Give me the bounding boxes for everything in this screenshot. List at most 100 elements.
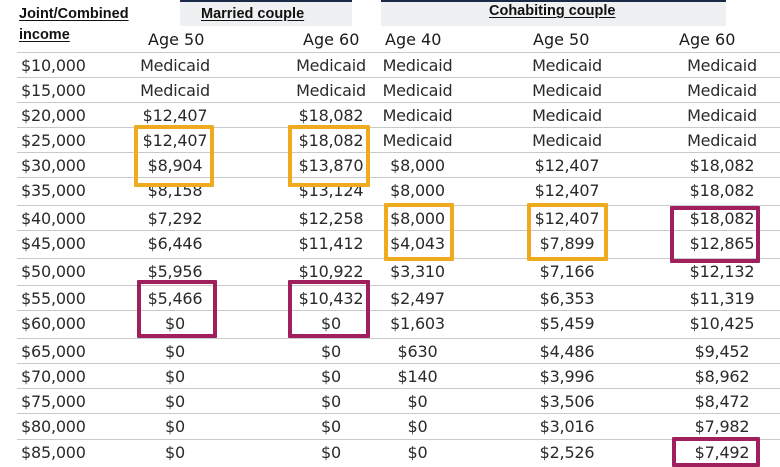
table-row: $15,000 Medicaid Medicaid Medicaid Medic… xyxy=(17,77,780,103)
cohabiting-age-60-cell: $18,082 xyxy=(689,209,755,228)
table-row: $35,000 $8,158 $13,124 $8,000 $12,407 $1… xyxy=(17,177,780,203)
income-cell: $85,000 xyxy=(21,443,86,462)
table-row: $55,000 $5,466 $10,432 $2,497 $6,353 $11… xyxy=(17,285,780,311)
married-age-50-cell: $5,956 xyxy=(147,262,203,281)
cohabiting-age-40-cell: $3,310 xyxy=(390,262,445,281)
cohabiting-age-50-cell: Medicaid xyxy=(532,81,602,100)
cohabiting-age-40-cell: Medicaid xyxy=(382,131,453,150)
married-age-60-cell: $18,082 xyxy=(298,106,364,125)
married-age-60-cell: $11,412 xyxy=(298,234,364,253)
table-row: $85,000 $0 $0 $0 $2,526 $7,492 xyxy=(17,439,780,462)
income-cell: $15,000 xyxy=(21,81,86,100)
cohabiting-age-40-cell: $2,497 xyxy=(390,289,445,308)
table-row: $65,000 $0 $0 $630 $4,486 $9,452 xyxy=(17,338,780,364)
cohabiting-age-40-cell: $0 xyxy=(407,392,428,411)
married-age-50-cell: $0 xyxy=(165,443,185,462)
income-cell: $40,000 xyxy=(21,209,86,228)
income-cell: $80,000 xyxy=(21,417,86,436)
cohabiting-age-60-cell: $8,962 xyxy=(694,367,750,386)
table-row: $70,000 $0 $0 $140 $3,996 $8,962 xyxy=(17,363,780,389)
married-age-60-cell: Medicaid xyxy=(296,56,366,75)
table-row: $10,000 Medicaid Medicaid Medicaid Medic… xyxy=(17,52,780,78)
cohabiting-age-50-cell: Medicaid xyxy=(532,106,602,125)
cohabiting-age-50-cell: $12,407 xyxy=(534,156,600,175)
table-row: $50,000 $5,956 $10,922 $3,310 $7,166 $12… xyxy=(17,258,780,284)
cohabiting-age-50-cell: $3,016 xyxy=(539,417,595,436)
cohabiting-age-40-cell: $4,043 xyxy=(390,234,445,253)
cohabiting-age-40-cell: $140 xyxy=(397,367,438,386)
married-header-rule xyxy=(180,0,352,2)
cohabiting-age-50-cell: $3,506 xyxy=(539,392,595,411)
married-couple-header: Married couple xyxy=(201,6,305,22)
cohabiting-age-40-cell: $8,000 xyxy=(390,156,445,175)
cohabiting-couple-header: Cohabiting couple xyxy=(489,3,616,19)
cohabiting-age-40-cell: $0 xyxy=(407,417,428,436)
highlight-box-purple xyxy=(288,280,370,338)
income-cell: $30,000 xyxy=(21,156,86,175)
income-cell: $10,000 xyxy=(21,56,86,75)
married-header-bar xyxy=(180,0,352,26)
cohabiting-age-40-cell: Medicaid xyxy=(382,106,453,125)
married-age-50-cell: Medicaid xyxy=(140,56,210,75)
married-age-50-cell: $0 xyxy=(165,314,185,333)
cohabiting-age-60-cell: Medicaid xyxy=(687,131,757,150)
cohabiting-age-60-cell: $12,865 xyxy=(689,234,755,253)
income-cell: $20,000 xyxy=(21,106,86,125)
married-age-50-cell: $0 xyxy=(165,392,185,411)
table-row: $45,000 $6,446 $11,412 $4,043 $7,899 $12… xyxy=(17,230,780,256)
married-age-60-cell: $13,870 xyxy=(298,156,364,175)
cohabiting-header-rule xyxy=(381,0,726,2)
cohabiting-age-50-cell: $12,407 xyxy=(534,181,600,200)
cohabiting-age-60-header: Age 60 xyxy=(679,30,736,49)
married-age-50-header: Age 50 xyxy=(148,30,205,49)
cohabiting-age-60-cell: $18,082 xyxy=(689,156,755,175)
cohabiting-header-bar xyxy=(381,0,726,26)
income-cell: $45,000 xyxy=(21,234,86,253)
cohabiting-age-40-cell: $1,603 xyxy=(390,314,445,333)
married-age-60-cell: $0 xyxy=(321,367,341,386)
income-cell: $70,000 xyxy=(21,367,86,386)
cohabiting-age-50-header: Age 50 xyxy=(533,30,590,49)
income-cell: $25,000 xyxy=(21,131,86,150)
cohabiting-age-50-cell: $7,899 xyxy=(539,234,595,253)
cohabiting-age-40-cell: $8,000 xyxy=(390,209,445,228)
married-age-50-cell: Medicaid xyxy=(140,81,210,100)
cohabiting-age-40-header: Age 40 xyxy=(385,30,442,49)
married-age-60-cell: $10,432 xyxy=(298,289,364,308)
married-age-60-cell: $0 xyxy=(321,314,341,333)
income-column-header-line1: Joint/Combined xyxy=(19,6,129,22)
highlight-box-purple xyxy=(672,437,760,467)
cohabiting-age-60-cell: Medicaid xyxy=(687,81,757,100)
cohabiting-age-60-cell: $12,132 xyxy=(689,262,755,281)
married-age-60-cell: $18,082 xyxy=(298,131,364,150)
table-row: $20,000 $12,407 $18,082 Medicaid Medicai… xyxy=(17,102,780,128)
married-age-50-cell: $0 xyxy=(165,342,185,361)
married-age-60-cell: $12,258 xyxy=(298,209,364,228)
cohabiting-age-40-cell: $8,000 xyxy=(390,181,445,200)
cohabiting-age-60-cell: $11,319 xyxy=(689,289,755,308)
married-age-60-header: Age 60 xyxy=(303,30,360,49)
income-cell: $55,000 xyxy=(21,289,86,308)
table-row: $25,000 $12,407 $18,082 Medicaid Medicai… xyxy=(17,127,780,153)
cohabiting-age-40-cell: $0 xyxy=(407,443,428,462)
highlight-box-orange xyxy=(527,203,608,261)
cohabiting-age-60-cell: Medicaid xyxy=(687,106,757,125)
cohabiting-age-50-cell: Medicaid xyxy=(532,56,602,75)
cohabiting-age-60-cell: $9,452 xyxy=(694,342,750,361)
cohabiting-age-60-cell: $8,472 xyxy=(694,392,750,411)
cohabiting-age-50-cell: $3,996 xyxy=(539,367,595,386)
cohabiting-age-50-cell: $2,526 xyxy=(539,443,595,462)
highlight-box-orange xyxy=(384,203,454,261)
married-age-50-cell: $7,292 xyxy=(147,209,203,228)
cohabiting-age-50-cell: $6,353 xyxy=(539,289,595,308)
highlight-box-orange xyxy=(288,125,370,187)
cohabiting-age-50-cell: $4,486 xyxy=(539,342,595,361)
cohabiting-age-60-cell: Medicaid xyxy=(687,56,757,75)
cohabiting-age-60-cell: $10,425 xyxy=(689,314,755,333)
cohabiting-age-50-cell: Medicaid xyxy=(532,131,602,150)
married-age-60-cell: $10,922 xyxy=(298,262,364,281)
table-row: $60,000 $0 $0 $1,603 $5,459 $10,425 xyxy=(17,310,780,336)
married-age-50-cell: $0 xyxy=(165,417,185,436)
married-age-60-cell: $0 xyxy=(321,392,341,411)
table-row: $75,000 $0 $0 $0 $3,506 $8,472 xyxy=(17,388,780,414)
